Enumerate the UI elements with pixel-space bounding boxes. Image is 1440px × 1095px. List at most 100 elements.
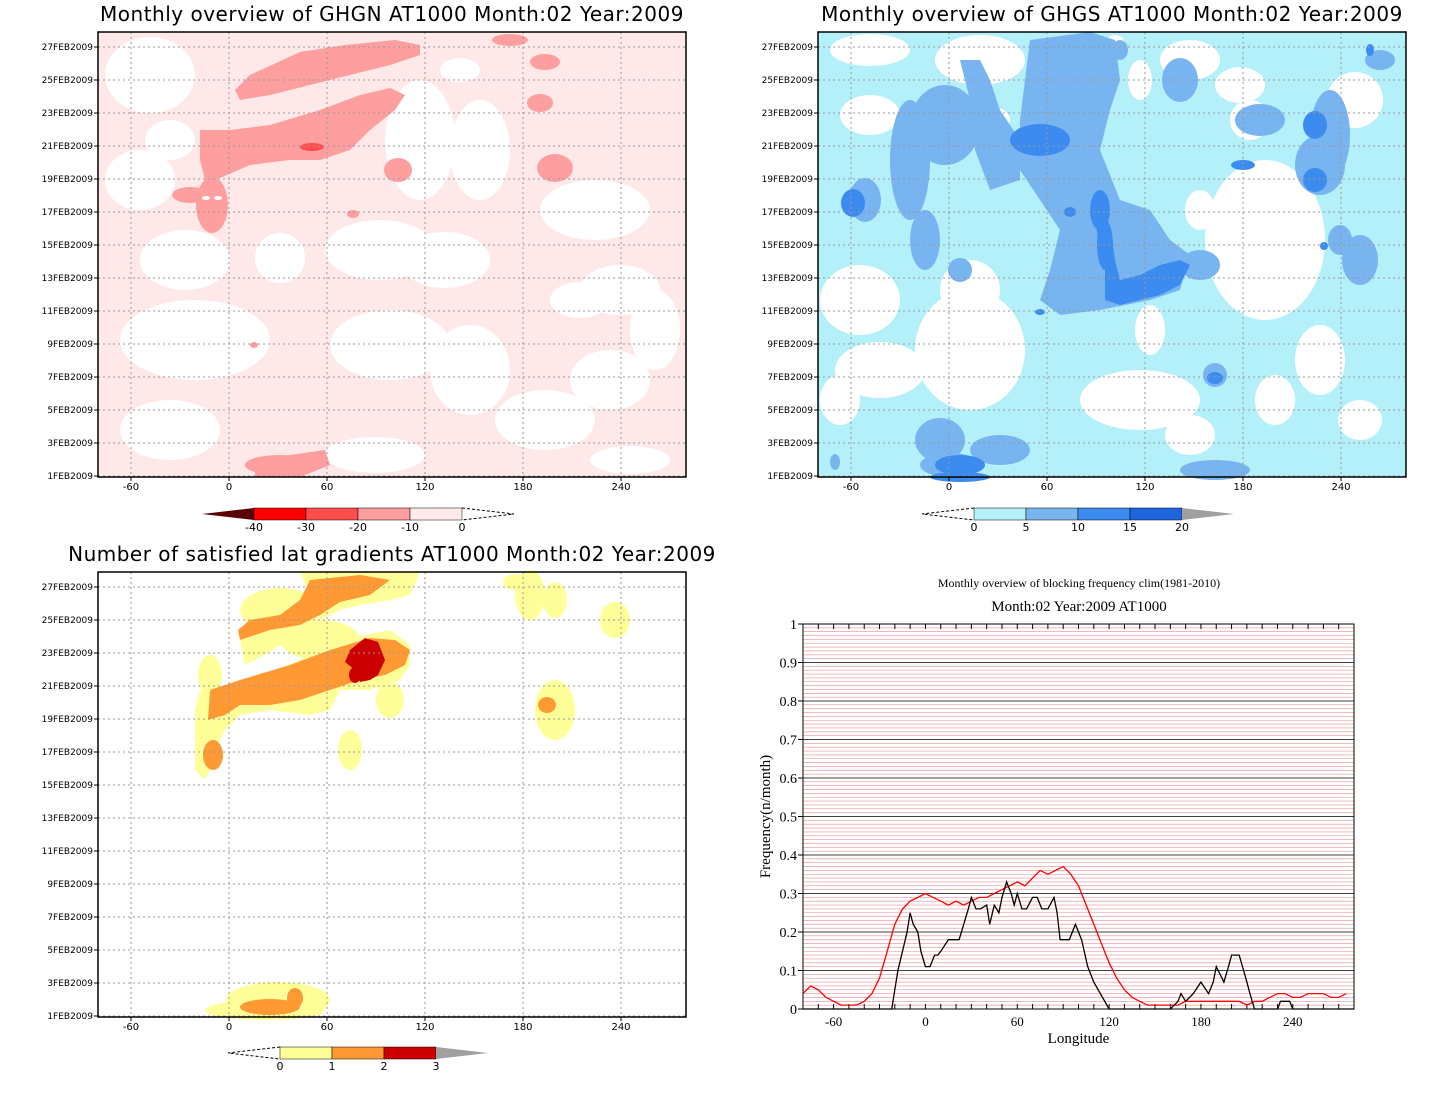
y-tick-label: 0.1 [780,965,798,980]
colorbar-label: 10 [1071,521,1085,534]
contour-shape [492,34,528,46]
chart-subtitle: Month:02 Year:2009 AT1000 [991,599,1166,615]
contour-shape [376,682,404,718]
x-tick-label: 0 [922,1014,929,1029]
contour-shape [1303,111,1327,139]
y-tick-label: 3FEB2009 [47,979,93,989]
y-tick-label: 13FEB2009 [762,274,814,284]
x-tick-label: 180 [513,1022,532,1033]
contour-shape [1205,160,1325,320]
contour-shape [1303,168,1327,192]
y-tick-label: 9FEB2009 [47,340,93,350]
colorbar-segment [279,1046,333,1060]
contour-shape [347,210,359,218]
contour-shape [543,582,567,618]
y-tick-label: 19FEB2009 [762,175,814,185]
x-tick-label: 240 [1283,1014,1303,1029]
colorbar-right-arrow [436,1047,488,1059]
y-tick-label: 7FEB2009 [47,913,93,923]
contour-shape [1342,235,1378,285]
x-tick-label: 60 [321,482,334,493]
contour-shape [1010,124,1070,156]
contour-shape [172,187,208,203]
contour-shape [535,680,575,740]
y-tick-label: 3FEB2009 [47,439,93,449]
contour-shape [1135,305,1165,355]
contour-shape [203,740,223,770]
contour-shape [1338,400,1382,440]
contour-shape [300,143,324,151]
colorbar-segment [1077,507,1131,521]
contour-shape [1095,215,1190,305]
y-tick-label: 1FEB2009 [767,472,813,482]
contour-shape [1231,160,1255,170]
ghgn-panel: Monthly overview of GHGN AT1000 Month:02… [0,0,720,545]
contour-shape [540,180,650,240]
contour-shape [495,390,595,450]
y-tick-label: 3FEB2009 [767,439,813,449]
contour-shape [550,282,610,318]
contour-shape [890,100,930,220]
contour-shape [910,210,940,270]
y-tick-label: 1FEB2009 [47,472,93,482]
contour-shape [820,375,860,425]
y-tick-label: 23FEB2009 [42,109,94,119]
chart-title: Monthly overview of GHGS AT1000 Month:02… [821,2,1403,26]
x-tick-label: -60 [123,1022,139,1033]
y-tick-label: 0.4 [780,849,798,864]
colorbar-label: -20 [349,521,367,534]
plot-frame [802,623,1355,1010]
y-tick-label: 11FEB2009 [762,307,814,317]
contour-shape [1365,50,1395,70]
plot-frame [97,31,687,478]
y-tick-label: 1 [790,618,797,633]
contour-shape [214,196,222,200]
y-tick-label: 21FEB2009 [42,682,94,692]
colorbar-label: 0 [277,1060,284,1073]
colorbar-segment [331,1046,385,1060]
contour-shape [330,310,450,380]
contour-shape [440,58,480,82]
x-tick-label: 240 [611,482,630,493]
y-tick-label: 27FEB2009 [42,43,94,53]
contour-shape [1295,325,1345,395]
contour-shape [200,88,405,180]
contour-shape [935,455,985,475]
y-tick-label: 15FEB2009 [42,241,94,251]
contour-shape [1035,309,1045,315]
chart-svg: Monthly overview of GHGN AT1000 Month:02… [42,2,687,534]
x-tick-label: -60 [843,482,859,493]
contour-shape [1215,67,1265,103]
contour-shape [450,100,510,200]
plot-frame [97,571,687,1018]
contour-layer [818,32,1406,482]
contour-shape [835,342,925,398]
contour-shape [1207,372,1223,384]
x-tick-label: 0 [226,482,232,493]
contour-shape [1328,225,1352,255]
colorbar-label: 0 [459,521,466,534]
colorbar-segment [973,507,1027,521]
contour-shape [1180,250,1220,280]
colorbar-segment [305,507,359,521]
contour-shape [1180,460,1250,480]
contour-shape [1112,40,1128,60]
contour-layer [98,32,686,477]
colorbar-label: -30 [297,521,315,534]
contour-shape [630,290,680,370]
y-tick-label: 0 [790,1003,797,1018]
contour-shape [105,37,195,113]
x-tick-label: 60 [1011,1014,1024,1029]
y-tick-label: 11FEB2009 [42,847,94,857]
contour-shape [570,350,650,410]
colorbar-left-arrow [228,1047,280,1059]
y-tick-label: 0.7 [780,734,798,749]
colorbar-label: 1 [329,1060,336,1073]
x-axis-label: Longitude [1048,1031,1110,1047]
contour-shape [325,437,425,473]
y-tick-label: 13FEB2009 [42,274,94,284]
contour-shape [1020,32,1190,315]
contour-shape [503,574,527,590]
colorbar-label: 0 [971,521,978,534]
chart-svg: Monthly overview of GHGS AT1000 Month:02… [762,2,1407,534]
